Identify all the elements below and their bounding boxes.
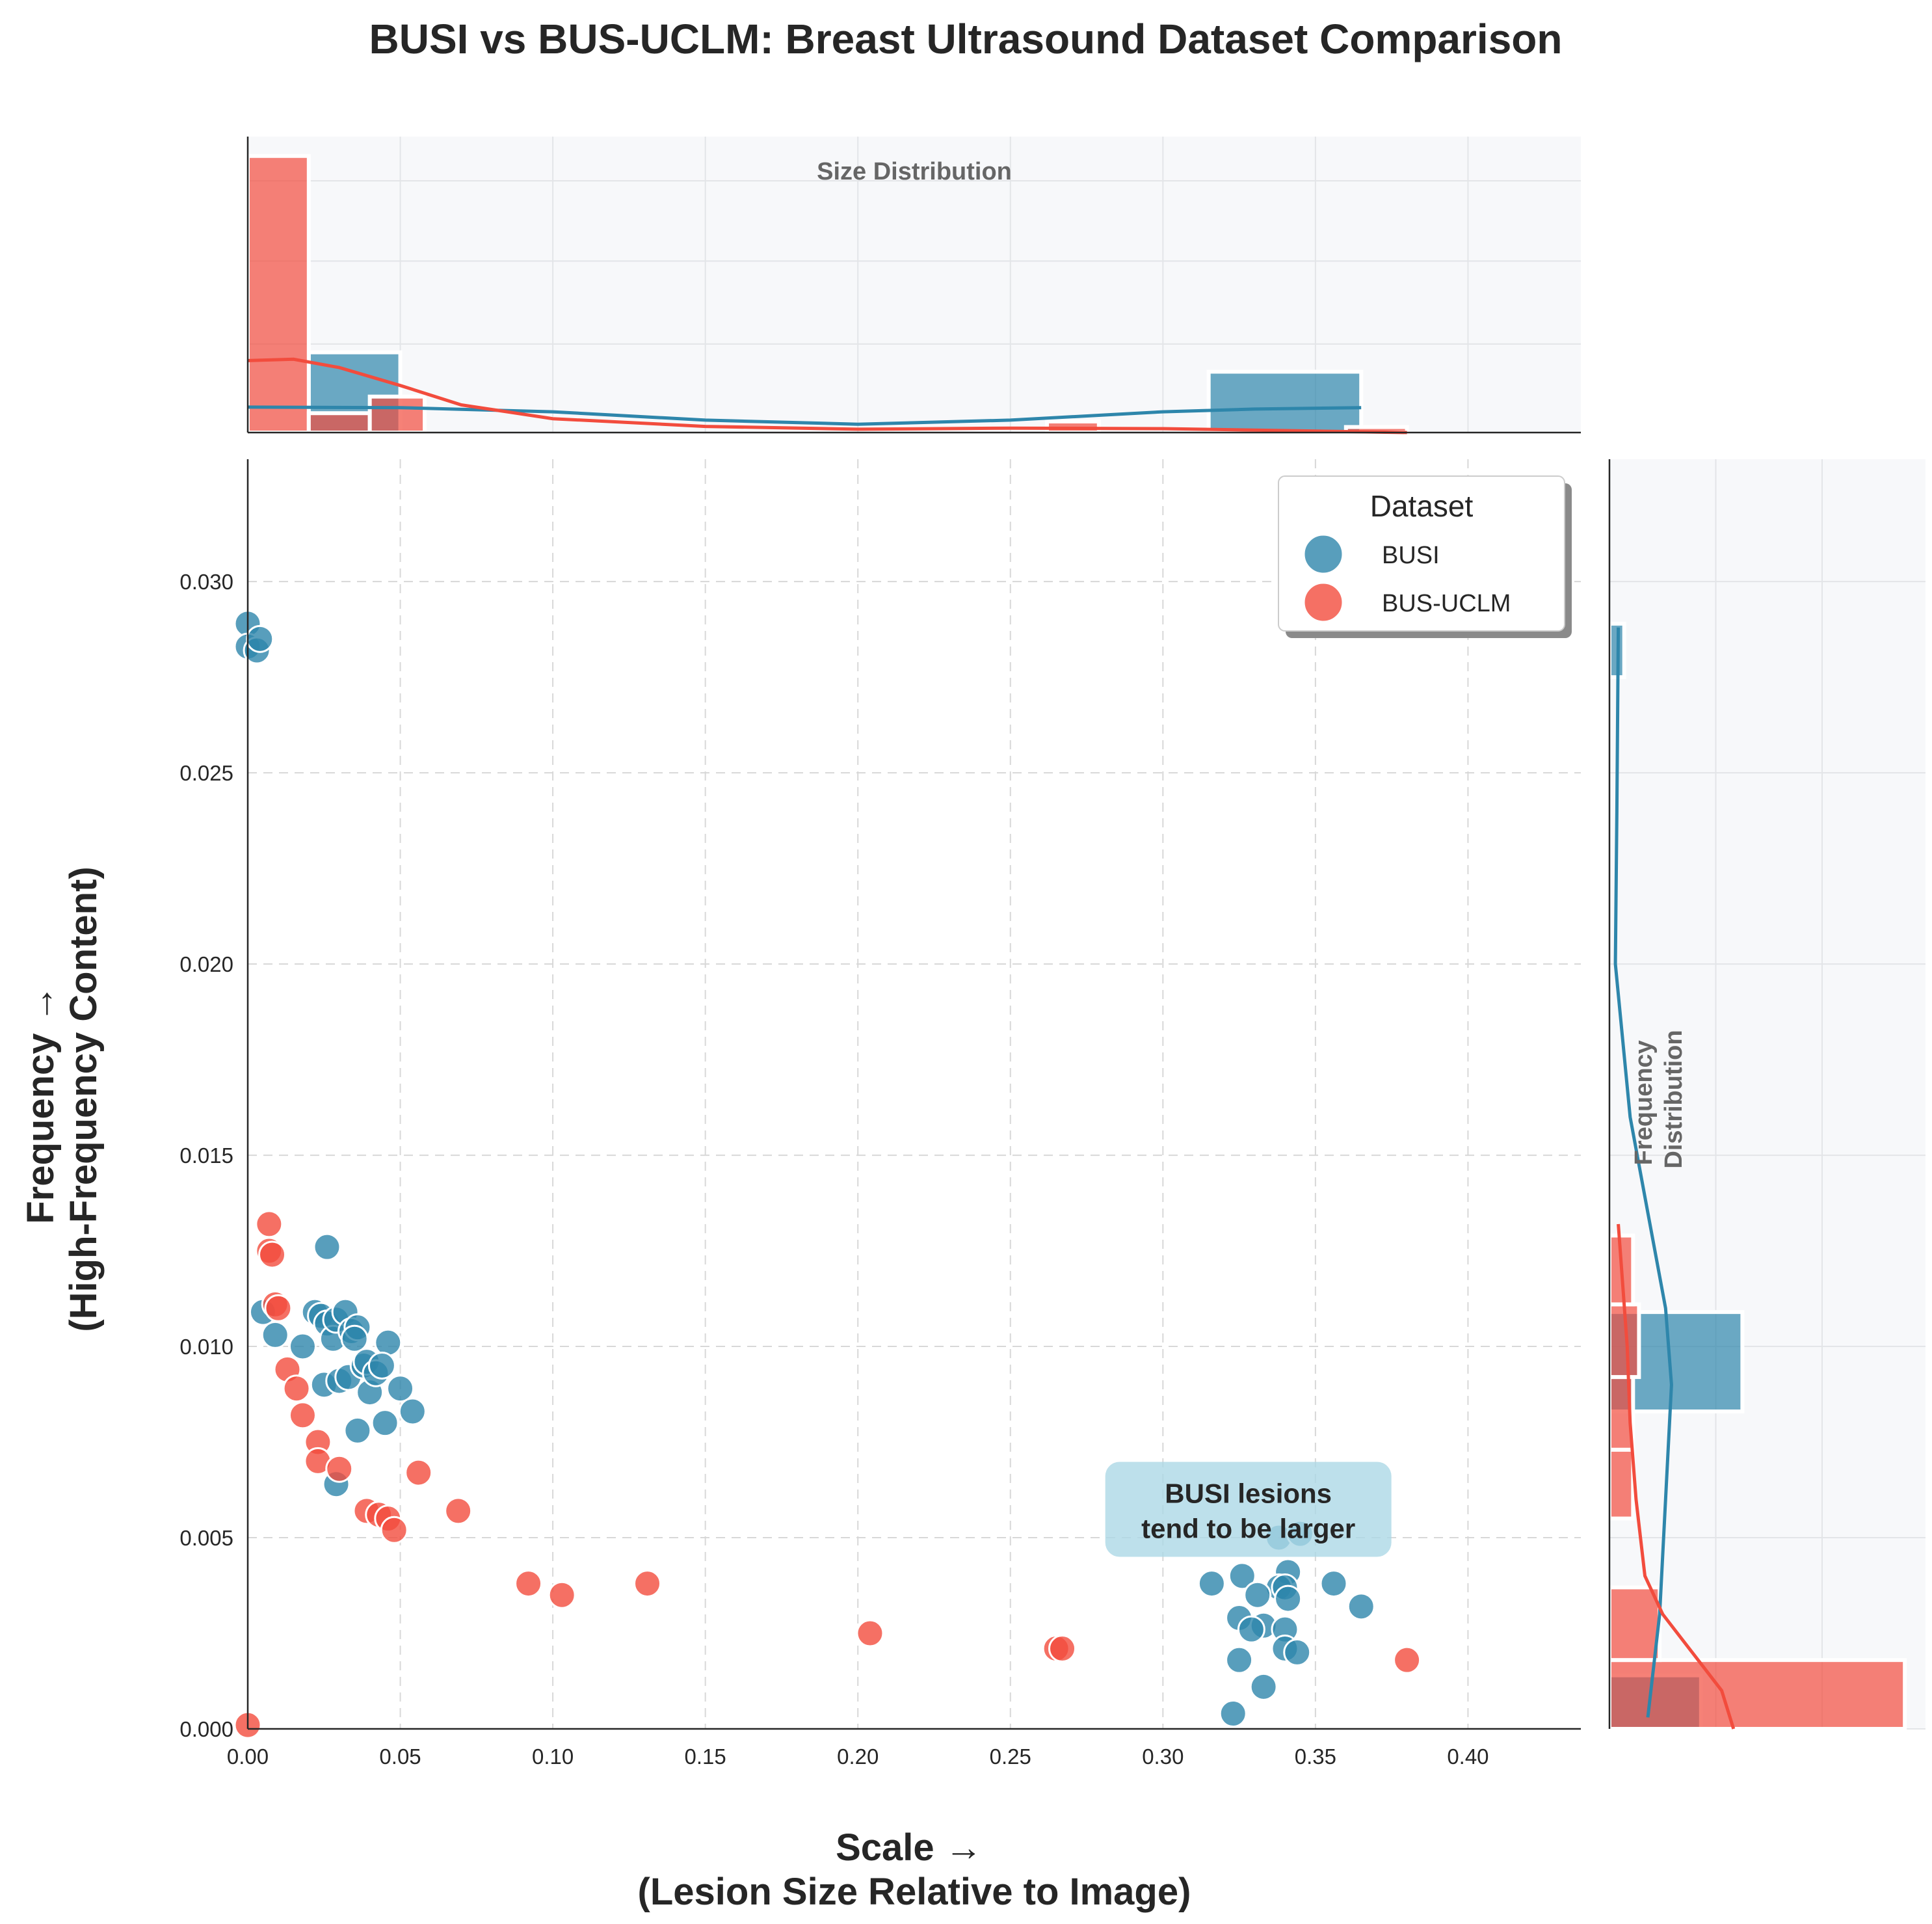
- top-bar-bus-uclm: [246, 154, 311, 434]
- x-axis-label-line-2: (Lesion Size Relative to Image): [638, 1871, 1191, 1913]
- data-point: [340, 1324, 369, 1353]
- annotation-line-1: BUSI lesions: [1165, 1478, 1332, 1509]
- right-panel-label: Frequency Distribution: [1630, 1030, 1687, 1168]
- data-point: [1237, 1615, 1265, 1644]
- x-tick-label: 0.15: [685, 1744, 726, 1769]
- x-tick-label: 0.30: [1142, 1744, 1184, 1769]
- data-point: [264, 1294, 293, 1322]
- data-point: [1249, 1672, 1278, 1701]
- right-panel-label-line-1: Frequency: [1630, 1040, 1658, 1165]
- data-point: [404, 1458, 433, 1487]
- right-kde-busi: [1613, 627, 1673, 1718]
- data-point: [246, 624, 274, 653]
- right-panel-label-line-2: Distribution: [1660, 1030, 1687, 1168]
- data-point: [1393, 1646, 1422, 1674]
- data-point: [380, 1516, 408, 1544]
- annotation-line-2: tend to be larger: [1141, 1514, 1355, 1544]
- data-point: [1048, 1635, 1077, 1663]
- y-axis-label: Frequency → (High-Frequency Content): [20, 866, 105, 1331]
- data-point: [255, 1210, 284, 1238]
- y-tick-label: 0.020: [179, 952, 233, 976]
- annotation-background: [1105, 1462, 1392, 1557]
- data-point: [374, 1328, 403, 1357]
- data-point: [1347, 1592, 1375, 1621]
- data-point: [514, 1570, 543, 1598]
- data-point: [1274, 1584, 1303, 1613]
- top-kde-bus-uclm: [247, 357, 1407, 434]
- y-tick-label: 0.005: [179, 1526, 233, 1550]
- data-point: [258, 1240, 287, 1269]
- legend-marker-busi: [1303, 533, 1344, 575]
- legend-title: Dataset: [1370, 489, 1474, 523]
- y-tick-label: 0.010: [179, 1335, 233, 1359]
- right-marginal-histogram: Frequency Distribution: [1608, 459, 1925, 1731]
- data-point: [1228, 1562, 1256, 1590]
- data-point: [1319, 1570, 1348, 1598]
- data-point: [386, 1374, 415, 1403]
- top-bar-busi: [1206, 369, 1364, 435]
- data-point: [398, 1397, 427, 1426]
- right-bar-bus-uclm: [1608, 1585, 1662, 1663]
- annotation-box: BUSI lesions tend to be larger: [1105, 1462, 1392, 1557]
- main-scatter-plot: 0.00 0.05 0.10 0.15 0.20 0.25 0.30 0.35 0.40 0.0…: [179, 459, 1581, 1769]
- right-bar-bus-uclm: [1608, 1658, 1907, 1731]
- x-tick-label: 0.40: [1447, 1744, 1489, 1769]
- data-point: [548, 1581, 576, 1609]
- legend-frame: [1278, 475, 1565, 632]
- y-axis-label-line-1: Frequency →: [20, 985, 62, 1223]
- x-tick-label: 0.00: [227, 1744, 269, 1769]
- x-tick-label: 0.05: [379, 1744, 421, 1769]
- legend: Dataset BUSI BUS-UCLM: [1278, 475, 1572, 638]
- x-tick-label: 0.35: [1295, 1744, 1336, 1769]
- y-tick-label: 0.000: [179, 1717, 233, 1741]
- top-marginal-histogram: Size Distribution: [246, 137, 1581, 435]
- data-point: [1219, 1699, 1247, 1728]
- data-point: [261, 1320, 289, 1349]
- data-point: [633, 1570, 662, 1598]
- data-point: [282, 1374, 311, 1403]
- y-tick-label: 0.030: [179, 570, 233, 594]
- legend-marker-bus-uclm: [1303, 581, 1344, 623]
- x-axis-label-line-1: Scale →: [836, 1826, 983, 1869]
- legend-label-busi: BUSI: [1382, 542, 1440, 569]
- x-tick-label: 0.20: [837, 1744, 879, 1769]
- y-tick-label: 0.025: [179, 761, 233, 785]
- x-tick-label: 0.10: [532, 1744, 574, 1769]
- data-point: [313, 1233, 341, 1261]
- top-kde-busi: [247, 405, 1362, 426]
- data-point: [288, 1401, 317, 1430]
- data-point: [1197, 1570, 1226, 1598]
- y-axis-label-line-2: (High-Frequency Content): [62, 866, 105, 1331]
- right-bar-bus-uclm: [1608, 1447, 1635, 1521]
- data-point: [444, 1497, 473, 1525]
- data-point: [325, 1454, 354, 1483]
- right-kde-bus-uclm: [1617, 1223, 1736, 1730]
- top-panel-label: Size Distribution: [817, 158, 1012, 185]
- x-tick-label: 0.25: [990, 1744, 1031, 1769]
- data-point: [371, 1409, 399, 1437]
- top-bar-bus-uclm: [306, 411, 372, 434]
- data-point: [343, 1416, 372, 1445]
- legend-label-bus-uclm: BUS-UCLM: [1382, 590, 1511, 617]
- data-point: [367, 1351, 396, 1380]
- data-point: [1243, 1581, 1272, 1609]
- data-point: [856, 1619, 884, 1648]
- x-axis-label: Scale → (Lesion Size Relative to Image): [638, 1826, 1191, 1913]
- data-point: [1225, 1646, 1254, 1674]
- right-panel-background: [1609, 459, 1925, 1729]
- data-point: [1283, 1638, 1312, 1666]
- chart-title: BUSI vs BUS-UCLM: Breast Ultrasound Data…: [369, 16, 1563, 62]
- y-tick-label: 0.015: [179, 1143, 233, 1168]
- data-point: [288, 1332, 317, 1361]
- top-bar-bus-uclm: [367, 394, 427, 434]
